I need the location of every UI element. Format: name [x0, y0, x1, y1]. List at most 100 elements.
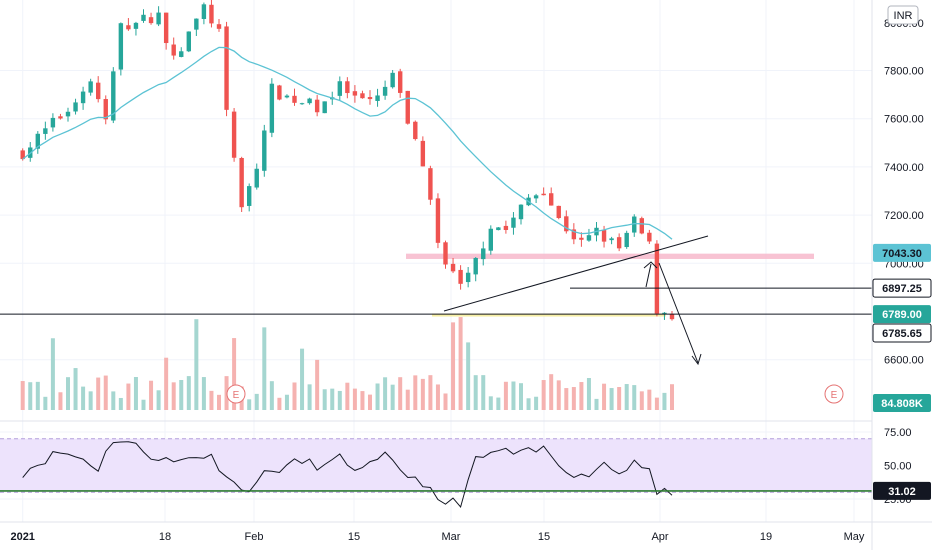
candle-body — [284, 95, 290, 98]
time-tick: Feb — [245, 531, 264, 543]
support-zone — [432, 313, 666, 317]
arrow-up-shaft — [645, 263, 652, 288]
volume-bar — [526, 398, 531, 410]
time-tick: May — [844, 531, 865, 543]
volume-bar — [322, 389, 327, 410]
volume-bar — [28, 382, 33, 410]
volume-bar — [451, 322, 456, 410]
volume-bar — [488, 396, 493, 410]
volume-bar — [519, 383, 523, 410]
price-tick: 7600.00 — [884, 114, 924, 126]
volume-tag: 84.808K — [873, 394, 931, 412]
currency-badge[interactable]: INR — [887, 5, 919, 25]
volume-bar — [556, 380, 561, 410]
candle-body — [413, 121, 418, 140]
candle-body — [609, 238, 614, 241]
price-tag-label: 7043.30 — [882, 248, 922, 260]
candle-body — [541, 193, 546, 196]
volume-bar — [103, 375, 108, 410]
volume-bar — [194, 319, 199, 410]
candle-body — [148, 17, 154, 24]
volume-bar — [632, 385, 637, 410]
ma-line — [22, 46, 673, 240]
volume-bar — [586, 378, 591, 410]
volume-bar — [617, 387, 622, 410]
candle-body — [450, 263, 456, 272]
volume-bar — [670, 384, 674, 410]
volume-bar — [534, 396, 539, 410]
candle-body — [269, 83, 275, 133]
volume-bar — [66, 377, 70, 410]
rsi-tag: 31.02 — [873, 481, 931, 500]
price-tag-bg — [873, 323, 931, 342]
volume-bar — [126, 383, 131, 410]
candle-body — [405, 90, 410, 124]
volume-bars — [20, 317, 674, 410]
volume-bar — [420, 378, 425, 410]
volume-bar — [473, 375, 478, 410]
volume-bar — [232, 338, 237, 410]
volume-bar — [315, 359, 320, 410]
candle-body — [662, 312, 667, 314]
price-tag-bg — [873, 243, 931, 262]
candle-body — [307, 98, 312, 104]
price-tag-label: 84.808K — [881, 398, 923, 410]
candle-body — [322, 101, 327, 114]
volume-bar — [330, 388, 335, 410]
volume-bar — [35, 381, 40, 410]
candle-body — [496, 227, 501, 231]
price-tick: 6600.00 — [884, 355, 924, 367]
candle-body — [103, 99, 108, 120]
candle-body — [533, 195, 539, 199]
volume-bar — [247, 399, 252, 410]
candle-body — [549, 193, 554, 206]
candle-body — [58, 116, 63, 119]
volume-bar — [496, 397, 501, 410]
volume-bar — [609, 388, 614, 410]
candle-body — [624, 232, 629, 248]
volume-bar — [549, 374, 554, 410]
candle-body — [299, 103, 305, 105]
volume-bar — [209, 390, 214, 410]
price-tag-label: 6785.65 — [882, 328, 922, 340]
volume-bar — [20, 381, 25, 410]
candle-body — [96, 82, 101, 100]
volume-bar — [217, 394, 221, 410]
volume-bar — [368, 394, 372, 410]
candle-body — [601, 230, 607, 242]
candle-body — [458, 269, 463, 284]
volume-bar — [481, 375, 486, 410]
candle-body — [179, 51, 184, 57]
time-tick: Apr — [651, 531, 668, 543]
arrow-up-head — [643, 261, 658, 269]
candle-body — [579, 237, 584, 240]
candle-body — [435, 198, 441, 243]
candle-body — [360, 93, 365, 99]
volume-bar — [58, 392, 63, 410]
candle-body — [639, 218, 644, 234]
volume-bar — [43, 396, 48, 410]
volume-bar — [594, 398, 599, 410]
volume-bar — [571, 387, 576, 410]
volume-bar — [118, 397, 123, 410]
volume-bar — [435, 384, 440, 410]
volume-bar — [564, 388, 569, 410]
volume-bar — [141, 399, 146, 410]
volume-bar — [647, 389, 652, 410]
time-tick: 15 — [348, 531, 360, 543]
price-tag-bg — [873, 279, 931, 298]
volume-bar — [88, 391, 93, 410]
price-tag-outline — [872, 323, 932, 343]
candle-body — [314, 99, 320, 113]
volume-bar — [292, 382, 297, 410]
candle-body — [201, 4, 207, 19]
candle-body — [345, 81, 350, 94]
volume-bar — [133, 377, 138, 410]
volume-bar — [171, 382, 176, 410]
volume-bar — [262, 327, 267, 410]
arrow-down-shaft — [658, 262, 699, 364]
resistance-zone — [406, 253, 814, 259]
time-tick: 19 — [760, 531, 772, 543]
